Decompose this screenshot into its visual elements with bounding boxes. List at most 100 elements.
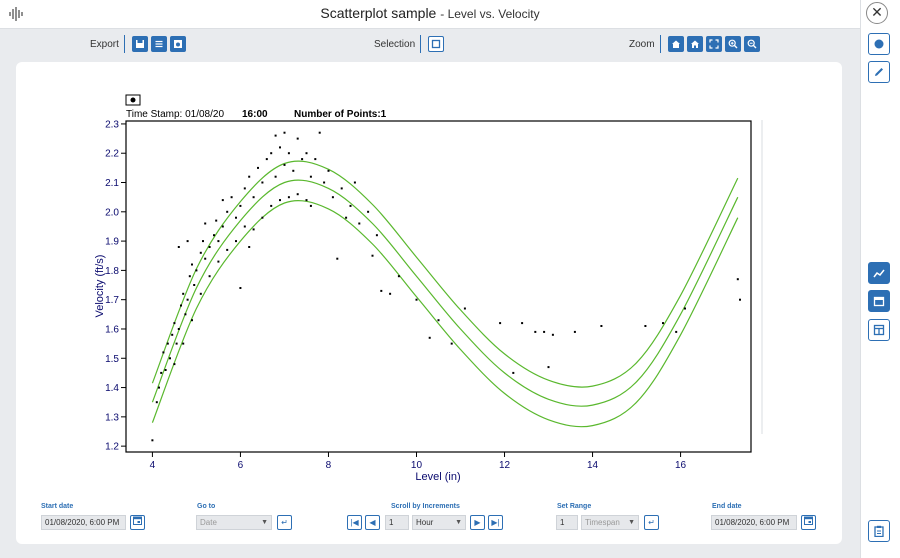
close-icon: ✕	[871, 4, 883, 20]
x-tick-label: 10	[411, 460, 423, 471]
data-point	[243, 225, 246, 228]
pencil-icon	[875, 68, 883, 76]
record-icon	[874, 39, 884, 49]
goto-value: Date	[200, 518, 217, 527]
scroll-unit-value: Hour	[416, 518, 434, 527]
enter-icon: ↵	[648, 518, 655, 527]
export-toolbar: Export	[90, 34, 186, 54]
data-point	[463, 307, 466, 310]
calendar-icon	[133, 516, 142, 525]
data-point	[287, 152, 290, 155]
data-point	[279, 146, 281, 149]
data-point	[182, 342, 185, 345]
data-point	[155, 401, 158, 404]
chart-panel: Time Stamp: 01/08/20 16:00 Number of Poi…	[16, 62, 842, 544]
goto-enter-button[interactable]: ↵	[277, 515, 292, 530]
data-point	[195, 269, 198, 272]
data-point	[169, 357, 171, 360]
data-point	[437, 319, 440, 322]
data-point	[375, 234, 378, 237]
range-count-input[interactable]: 1	[556, 515, 578, 530]
timestamp-time: 16:00	[242, 109, 268, 120]
y-axis-ticks: 1.2 1.3 1.4 1.5 1.6 1.7 1.8 1.9 2.0 2.1 2.2 2.3	[105, 119, 126, 453]
export-label: Export	[90, 38, 119, 50]
data-point	[534, 330, 537, 333]
y-tick-label: 1.9	[105, 237, 119, 248]
select-rect-button[interactable]	[428, 36, 445, 52]
zoom-label: Zoom	[629, 38, 655, 50]
calendar-button[interactable]	[868, 290, 890, 312]
range-unit-select[interactable]: Timespan ▼	[581, 515, 639, 530]
data-point	[252, 228, 255, 231]
clipboard-button[interactable]	[868, 520, 890, 542]
x-axis-label: Level (in)	[415, 471, 460, 483]
chevron-down-icon: ▼	[455, 519, 462, 526]
range-enter-button[interactable]: ↵	[644, 515, 659, 530]
points-count-label: Number of Points:1	[294, 109, 387, 120]
export-save-button[interactable]	[131, 36, 148, 52]
scroll-unit-select[interactable]: Hour ▼	[412, 515, 466, 530]
zoom-home-button[interactable]	[667, 36, 684, 52]
data-point	[239, 204, 242, 207]
data-point	[177, 246, 180, 248]
layout-button[interactable]	[868, 319, 890, 341]
zoom-in-button[interactable]	[724, 36, 741, 52]
scroll-last-button[interactable]: ▶|	[488, 515, 503, 530]
close-button[interactable]: ✕	[866, 2, 888, 24]
export-image-button[interactable]	[169, 36, 186, 52]
scroll-prev-button[interactable]: ◀	[365, 515, 380, 530]
record-button[interactable]	[868, 33, 890, 55]
scroll-count-input[interactable]: 1	[385, 515, 409, 530]
toolbar-divider	[123, 35, 125, 53]
y-tick-label: 2.3	[105, 119, 119, 130]
data-point	[252, 196, 255, 199]
data-point	[166, 342, 169, 345]
y-tick-label: 1.5	[105, 354, 119, 365]
data-point	[230, 196, 233, 199]
data-point	[204, 222, 207, 225]
data-point	[292, 169, 295, 172]
end-date-picker-button[interactable]	[801, 515, 816, 530]
zoom-fit-button[interactable]	[705, 36, 722, 52]
scroll-next-button[interactable]: ▶	[470, 515, 485, 530]
data-point	[739, 298, 741, 301]
data-point	[180, 304, 182, 307]
x-tick-label: 6	[238, 460, 244, 471]
start-date-input[interactable]: 01/08/2020, 6:00 PM	[41, 515, 126, 530]
goto-select[interactable]: Date ▼	[196, 515, 272, 530]
data-point	[345, 216, 348, 219]
data-point	[397, 275, 400, 278]
data-point	[349, 204, 352, 207]
fit-curve-1	[151, 179, 739, 407]
data-point	[327, 169, 330, 172]
data-point	[173, 363, 176, 366]
data-point	[221, 199, 224, 202]
edit-button[interactable]	[868, 61, 890, 83]
data-point	[675, 330, 678, 333]
export-list-button[interactable]	[150, 36, 167, 52]
range-unit-value: Timespan	[585, 518, 620, 527]
data-point	[182, 292, 185, 295]
data-point	[261, 181, 264, 184]
end-date-input[interactable]: 01/08/2020, 6:00 PM	[711, 515, 797, 530]
data-point	[158, 386, 160, 389]
data-point	[305, 199, 308, 202]
data-point	[177, 328, 180, 330]
data-point	[323, 181, 326, 184]
data-point	[265, 158, 268, 161]
scroll-first-button[interactable]: |◀	[347, 515, 362, 530]
data-point	[171, 333, 174, 336]
fit-screen-icon	[708, 39, 719, 49]
data-point	[217, 260, 220, 263]
image-icon	[173, 40, 182, 48]
zoom-out-button[interactable]	[743, 36, 760, 52]
data-point	[191, 263, 193, 266]
data-point	[261, 216, 264, 219]
data-point	[573, 330, 576, 333]
zoom-home-fit-button[interactable]	[686, 36, 703, 52]
zoom-out-icon	[747, 39, 757, 49]
scatter-chart[interactable]: Time Stamp: 01/08/20 16:00 Number of Poi…	[16, 62, 842, 544]
start-date-picker-button[interactable]	[130, 515, 145, 530]
trend-button[interactable]	[868, 262, 890, 284]
data-point	[600, 325, 603, 327]
